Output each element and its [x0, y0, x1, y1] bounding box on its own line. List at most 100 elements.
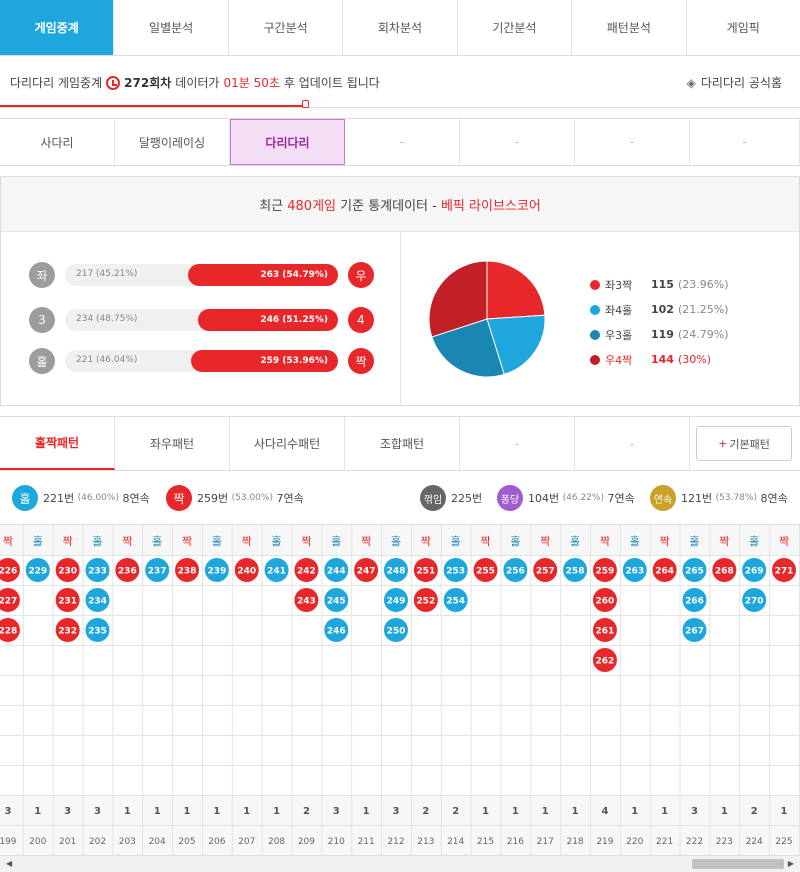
game-nav: 사다리 달팽이레이싱 다리다리 - - - -: [0, 118, 800, 166]
ratio-row-3-4: 3 234 (48.75%) 246 (51.25%) 4: [29, 307, 374, 333]
pattern-ball-number: 266: [685, 597, 704, 607]
tab-daily[interactable]: 일별분석: [114, 0, 229, 55]
right-badge: 우: [348, 262, 374, 288]
column-count: 1: [363, 806, 370, 817]
pattern-ball: [592, 618, 617, 642]
horizontal-scrollbar[interactable]: ◀ ▶: [0, 855, 800, 872]
column-count: 2: [422, 806, 429, 817]
column-count: 3: [4, 806, 11, 817]
stats-header-brand: 베픽 라이브스코어: [440, 198, 541, 214]
odd-summary: 홀 221번 (46.00%) 8연속: [12, 485, 150, 511]
column-count: 1: [184, 806, 191, 817]
column-count: 2: [303, 806, 310, 817]
tab-daridari[interactable]: 다리다리: [230, 119, 345, 165]
basic-pattern-label: 기본패턴: [729, 437, 770, 451]
legend-value: 102: [651, 303, 674, 316]
legend-item: 우3홀 119 (24.79%): [590, 322, 729, 347]
official-site-label: 다리다리 공식홈: [700, 76, 782, 90]
column-type-label: 짝: [3, 535, 13, 548]
scroll-right-icon[interactable]: ▶: [787, 859, 794, 868]
tab-left-right-pattern[interactable]: 좌우패턴: [115, 417, 230, 470]
pattern-ball-number: 251: [416, 567, 435, 577]
basic-pattern-button[interactable]: + 기본패턴: [696, 426, 792, 461]
pattern-ball: [85, 558, 110, 582]
column-round: 211: [358, 837, 375, 847]
pattern-ball: [443, 588, 468, 612]
pie-slice: [431, 318, 505, 378]
column-type-label: 짝: [242, 535, 252, 548]
pattern-ball: [772, 558, 797, 582]
update-suffix: 후 업데이트 됩니다: [283, 76, 380, 90]
pattern-ball: [563, 558, 588, 582]
pattern-ball-number: 258: [566, 567, 585, 577]
tab-snail[interactable]: 달팽이레이싱: [115, 119, 230, 165]
pattern-ball: [503, 558, 528, 582]
stats-header-mid: 기준 통계데이터 -: [340, 198, 437, 214]
even-pct: (53.00%): [231, 493, 273, 503]
pong-summary: 퐁당 104번 (46.22%) 7연속: [497, 485, 635, 511]
odd-pct: (46.00%): [77, 493, 119, 503]
column-type-label: 짝: [660, 535, 670, 548]
pattern-ball-number: 268: [715, 567, 734, 577]
legend-dot: [590, 279, 600, 290]
pattern-ball-number: 241: [267, 567, 286, 577]
plus-icon: +: [718, 437, 728, 450]
round-number: 272회차: [124, 76, 172, 90]
scroll-left-icon[interactable]: ◀: [6, 859, 13, 868]
column-type-label: 홀: [510, 535, 520, 548]
countdown: 01분 50초: [223, 76, 280, 90]
tab-period[interactable]: 기간분석: [458, 0, 573, 55]
break-summary: 꺾임 225번: [420, 485, 482, 511]
column-round: 223: [716, 837, 733, 847]
column-round: 206: [208, 837, 225, 847]
pattern-ball-number: 267: [685, 627, 704, 637]
tab-pick[interactable]: 게임픽: [726, 21, 760, 35]
pattern-ball-number: 236: [118, 567, 137, 577]
pattern-ball: [234, 558, 259, 582]
odd-badge: 홀: [12, 485, 38, 511]
pattern-ball-number: 227: [0, 597, 17, 607]
pattern-ball: [175, 558, 200, 582]
pattern-ball: [413, 588, 438, 612]
tab-ladder-count-pattern[interactable]: 사다리수패턴: [230, 417, 345, 470]
legend-name: 좌4홀: [605, 303, 633, 317]
pattern-ball: [0, 558, 20, 582]
column-type-label: 홀: [451, 535, 461, 548]
pattern-ball-number: 243: [297, 597, 316, 607]
column-round: 207: [238, 837, 255, 847]
scrollbar-thumb[interactable]: [692, 859, 784, 869]
official-site-link[interactable]: ◈ 다리다리 공식홈: [687, 74, 782, 91]
pattern-ball-number: 228: [0, 627, 17, 637]
column-type-label: 짝: [600, 535, 610, 548]
left-badge: 홀: [29, 348, 55, 374]
progress-marker-icon: [302, 100, 309, 108]
tab-combo-pattern[interactable]: 조합패턴: [345, 417, 460, 470]
pattern-ball-number: 252: [416, 597, 435, 607]
column-count: 1: [154, 806, 161, 817]
column-type-label: 짝: [719, 535, 729, 548]
right-fill: 263 (54.79%): [188, 264, 338, 286]
pattern-ball-number: 237: [148, 567, 167, 577]
left-badge: 좌: [29, 262, 55, 288]
pattern-ball-number: 230: [58, 567, 77, 577]
column-round: 205: [178, 837, 195, 847]
ratio-row-left-right: 좌 217 (45.21%) 263 (54.79%) 우: [29, 262, 374, 288]
column-type-label: 짝: [361, 535, 371, 548]
tab-round[interactable]: 회차분석: [343, 0, 458, 55]
column-type-label: 짝: [301, 535, 311, 548]
tab-pattern[interactable]: 패턴분석: [572, 0, 687, 55]
tab-section[interactable]: 구간분석: [229, 0, 344, 55]
column-round: 216: [507, 837, 524, 847]
tab-ladder[interactable]: 사다리: [0, 119, 115, 165]
column-count: 3: [333, 806, 340, 817]
legend-name: 우3홀: [605, 328, 633, 342]
cont-badge: 연속: [650, 485, 676, 511]
column-round: 208: [268, 837, 285, 847]
column-round: 202: [89, 837, 106, 847]
column-round: 200: [29, 837, 46, 847]
tab-odd-even-pattern[interactable]: 홀짝패턴: [0, 417, 115, 470]
column-type-label: 짝: [122, 535, 132, 548]
column-count: 1: [482, 806, 489, 817]
break-badge: 꺾임: [420, 485, 446, 511]
tab-live[interactable]: 게임중계: [0, 0, 115, 55]
